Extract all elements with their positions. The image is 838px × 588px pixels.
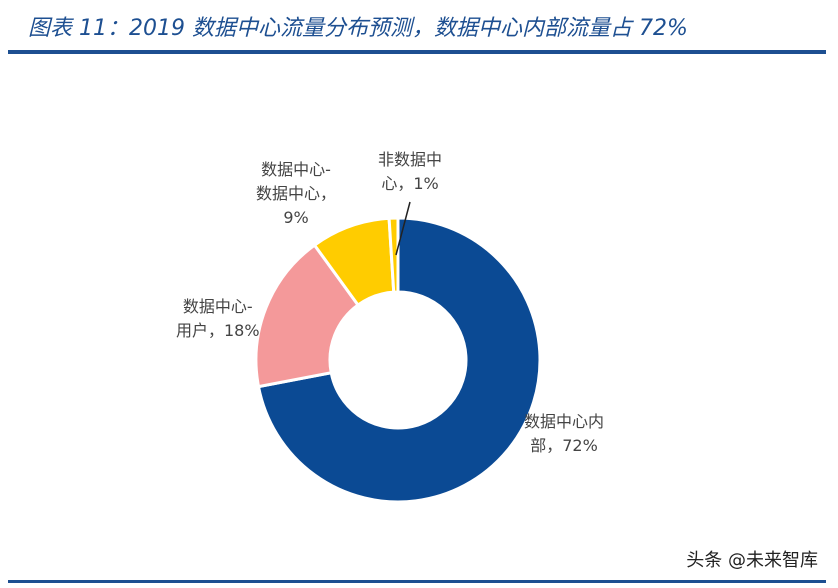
slice-label-internal: 数据中心内 部，72% [524,412,605,455]
bottom-rule [8,580,826,583]
slice-label-dc-dc: 数据中心- 数据中心， 9% [256,160,337,227]
top-rule [8,50,826,54]
slice-label-user: 数据中心- 用户，18% [176,297,260,340]
chart-title: 图表 11：2019 数据中心流量分布预测，数据中心内部流量占 72% [28,16,688,41]
donut-slice [254,243,361,389]
watermark: 头条 @未来智库 [686,550,818,571]
slice-label-non-dc: 非数据中 心，1% [378,150,443,193]
leader-line [395,201,411,256]
donut-slice [256,216,542,504]
donut-slice [387,216,400,294]
